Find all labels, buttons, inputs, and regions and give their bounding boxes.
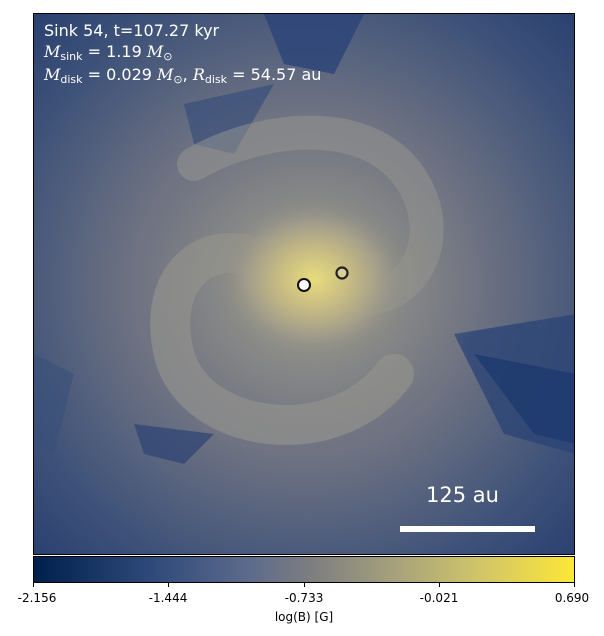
sink-mass-line: Msink = 1.19 M⊙ — [44, 42, 172, 67]
disk-props-line: Mdisk = 0.029 M⊙, Rdisk = 54.57 au — [44, 65, 321, 90]
magnetic-field-map — [34, 14, 574, 554]
rdisk-symbol: R — [192, 65, 205, 84]
mdisk-symbol: M — [44, 65, 61, 84]
scale-bar-label: 125 au — [426, 483, 499, 507]
colorbar-tick — [304, 583, 305, 587]
scale-bar — [400, 526, 535, 532]
mdisk-value: = 0.029 — [87, 65, 152, 84]
colorbar-tick — [439, 583, 440, 587]
msink-symbol: M — [44, 42, 61, 61]
msink-unit-sub: ⊙ — [163, 50, 173, 63]
msink-unit: M — [146, 42, 164, 61]
colorbar-title: log(B) [G] — [274, 610, 334, 624]
colorbar-tick-label: 0.690 — [554, 591, 590, 605]
msink-subscript: sink — [60, 50, 83, 63]
sink-info-line: Sink 54, t=107.27 kyr — [44, 21, 219, 41]
sink-primary-marker — [297, 278, 311, 292]
mdisk-unit: M — [157, 65, 174, 84]
sink-secondary-marker — [335, 266, 349, 280]
rdisk-separator: , — [182, 65, 188, 84]
mdisk-subscript: disk — [60, 73, 83, 86]
colorbar-tick — [33, 583, 34, 587]
colorbar-tick-label: -0.021 — [419, 591, 459, 605]
colorbar-tick-label: -1.444 — [148, 591, 188, 605]
colorbar-tick-label: -2.156 — [17, 591, 57, 605]
msink-value: = 1.19 — [87, 42, 142, 61]
colorbar-tick — [168, 583, 169, 587]
rdisk-subscript: disk — [204, 73, 227, 86]
mdisk-unit-sub: ⊙ — [173, 73, 183, 86]
image-panel: Sink 54, t=107.27 kyr Msink = 1.19 M⊙ Md… — [33, 13, 575, 555]
colorbar — [33, 556, 575, 583]
colorbar-tick — [574, 583, 575, 587]
rdisk-value: = 54.57 au — [232, 65, 322, 84]
colorbar-tick-label: -0.733 — [284, 591, 324, 605]
sink-time-text: Sink 54, t=107.27 kyr — [44, 21, 220, 40]
